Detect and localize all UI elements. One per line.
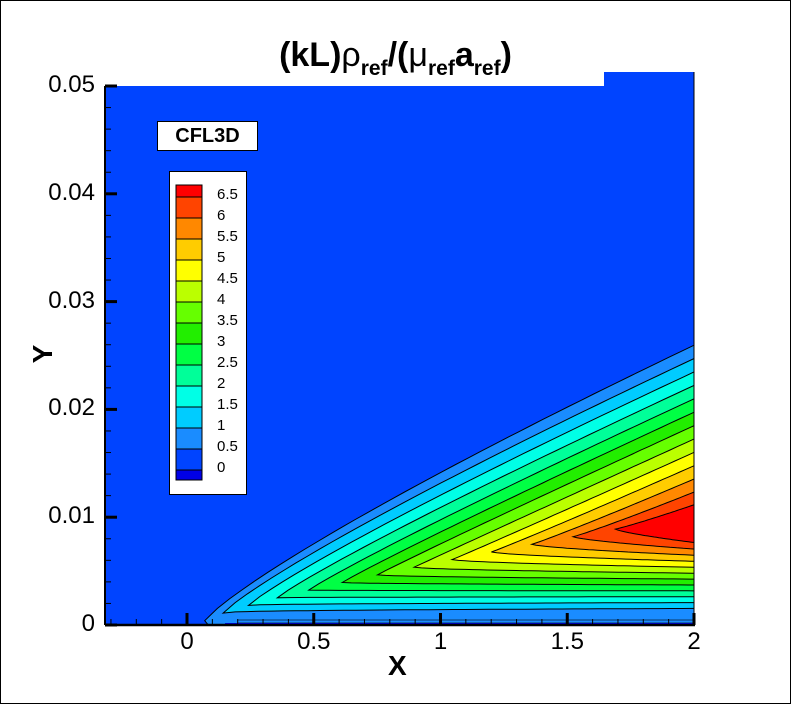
legend-swatch-6 [175, 196, 203, 219]
legend-swatch-min [175, 469, 203, 481]
title-mu-symbol: μ [408, 36, 428, 74]
color-legend: 6.5 6 5.5 5 4.5 4 3.5 3 2.5 2 1.5 1 0.5 0 [169, 171, 247, 495]
title-part: ) [500, 36, 512, 74]
x-tick-label: 0.5 [297, 628, 331, 655]
y-tick-label: 0 [81, 610, 95, 637]
legend-swatch-0 [175, 448, 203, 471]
legend-label: 1 [217, 417, 226, 434]
x-axis-label: X [388, 650, 407, 681]
legend-label: 1.5 [217, 396, 238, 413]
legend-label: 3 [217, 333, 226, 350]
legend-swatch-0.5 [175, 427, 203, 450]
contour-band-6.5 [613, 504, 694, 544]
y-tick-label: 0.05 [48, 71, 95, 98]
legend-swatch-5.5 [175, 217, 203, 240]
title-part: (kL) [279, 36, 342, 74]
x-tick-label: 1 [433, 628, 448, 655]
y-tick-label: 0.03 [48, 286, 95, 314]
legend-label: 5 [217, 249, 226, 266]
legend-label: 5.5 [217, 228, 238, 245]
legend-label: 2 [217, 375, 226, 392]
chart-title: (kL)ρref/(μrefaref) [0, 36, 791, 81]
title-part: /( [387, 36, 409, 74]
legend-swatch-4 [175, 280, 203, 303]
legend-swatch-3 [175, 322, 203, 345]
legend-label: 2.5 [217, 354, 238, 371]
top-right-notch [604, 72, 694, 87]
legend-swatch-6.5 [175, 184, 203, 198]
y-axis-label: Y [27, 344, 58, 364]
title-subscript: ref [427, 57, 455, 80]
legend-label: 4.5 [217, 270, 238, 287]
legend-swatch-2.5 [175, 343, 203, 366]
title-part: a [454, 36, 474, 74]
legend-label: 4 [217, 291, 226, 308]
solver-annotation-label: CFL3D [157, 121, 258, 151]
legend-label: 6.5 [217, 186, 238, 203]
legend-swatch-5 [175, 238, 203, 261]
x-tick-label: 1.5 [550, 628, 584, 655]
y-tick-label: 0.02 [48, 394, 95, 422]
x-tick-label: 2 [687, 628, 701, 655]
legend-label: 6 [217, 207, 226, 224]
legend-swatch-1.5 [175, 385, 203, 408]
legend-swatch-3.5 [175, 301, 203, 324]
legend-color-bar [175, 184, 203, 481]
y-tick-label: 0.04 [48, 178, 95, 206]
legend-label: 0 [217, 459, 226, 476]
x-tick-label: 0 [180, 628, 194, 655]
title-subscript: ref [473, 57, 501, 80]
legend-swatch-1 [175, 406, 203, 429]
legend-label: 3.5 [217, 312, 238, 329]
title-subscript: ref [360, 57, 388, 80]
title-rho-symbol: ρ [341, 36, 361, 74]
legend-label: 0.5 [217, 438, 238, 455]
legend-swatch-2 [175, 364, 203, 387]
y-tick-label: 0.01 [48, 502, 95, 530]
legend-swatch-4.5 [175, 259, 203, 282]
contour-bands [204, 344, 694, 625]
